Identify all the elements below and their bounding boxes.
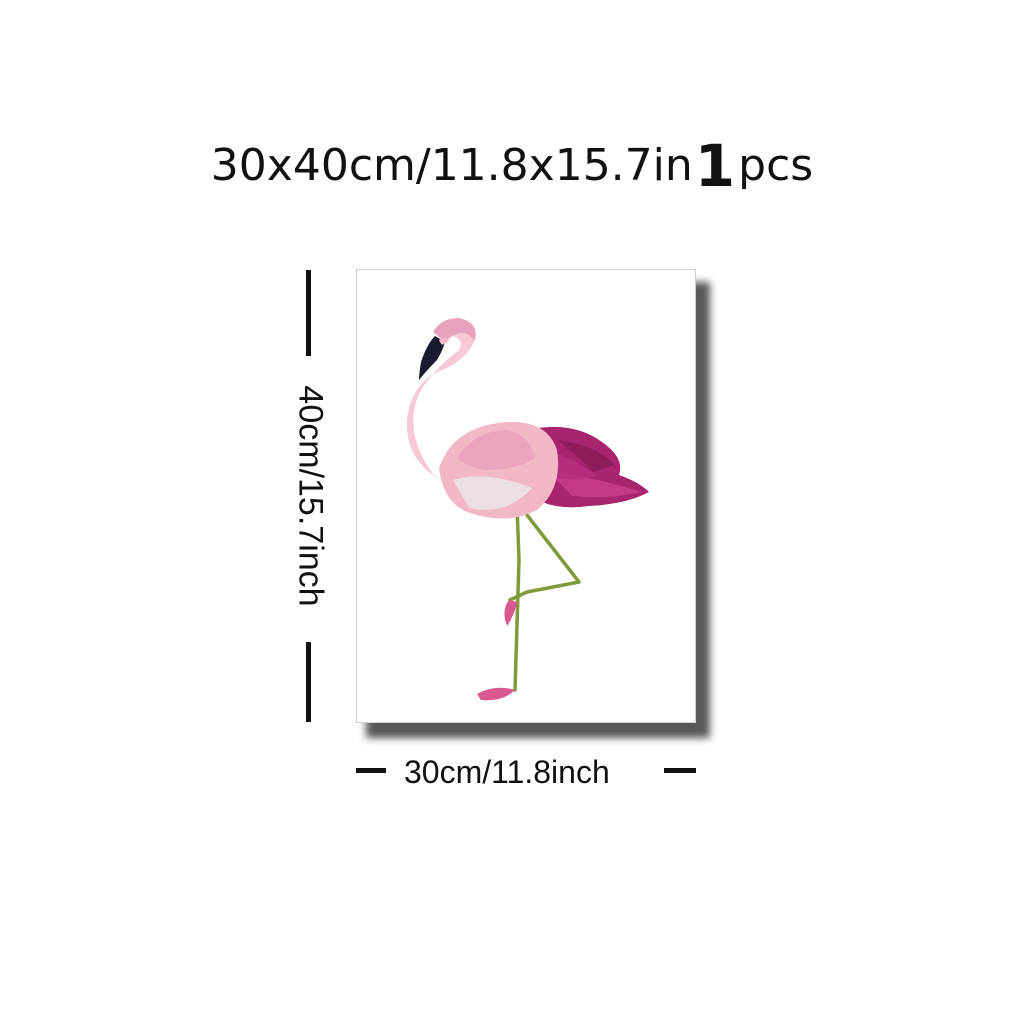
flamingo-artwork [406,318,649,701]
height-dimension-line-top [306,270,311,356]
canvas-print [356,269,696,723]
size-title: 30x40cm/11.8x15.7in1pcs [0,136,1024,196]
width-dimension-line-left [356,768,386,773]
width-dimension-line-right [664,768,696,773]
size-title-quantity: 1 [694,132,736,200]
flamingo-legs [477,503,581,701]
size-title-unit: pcs [738,140,814,191]
width-dimension-label: 30cm/11.8inch [404,754,610,790]
flamingo-neck-head [406,318,476,480]
size-title-dimensions: 30x40cm/11.8x15.7in [210,140,693,191]
flamingo-body [439,421,559,519]
height-dimension-label: 40cm/15.7inch [291,385,330,607]
flamingo-wing [527,426,649,508]
height-dimension-line-bottom [306,642,311,722]
